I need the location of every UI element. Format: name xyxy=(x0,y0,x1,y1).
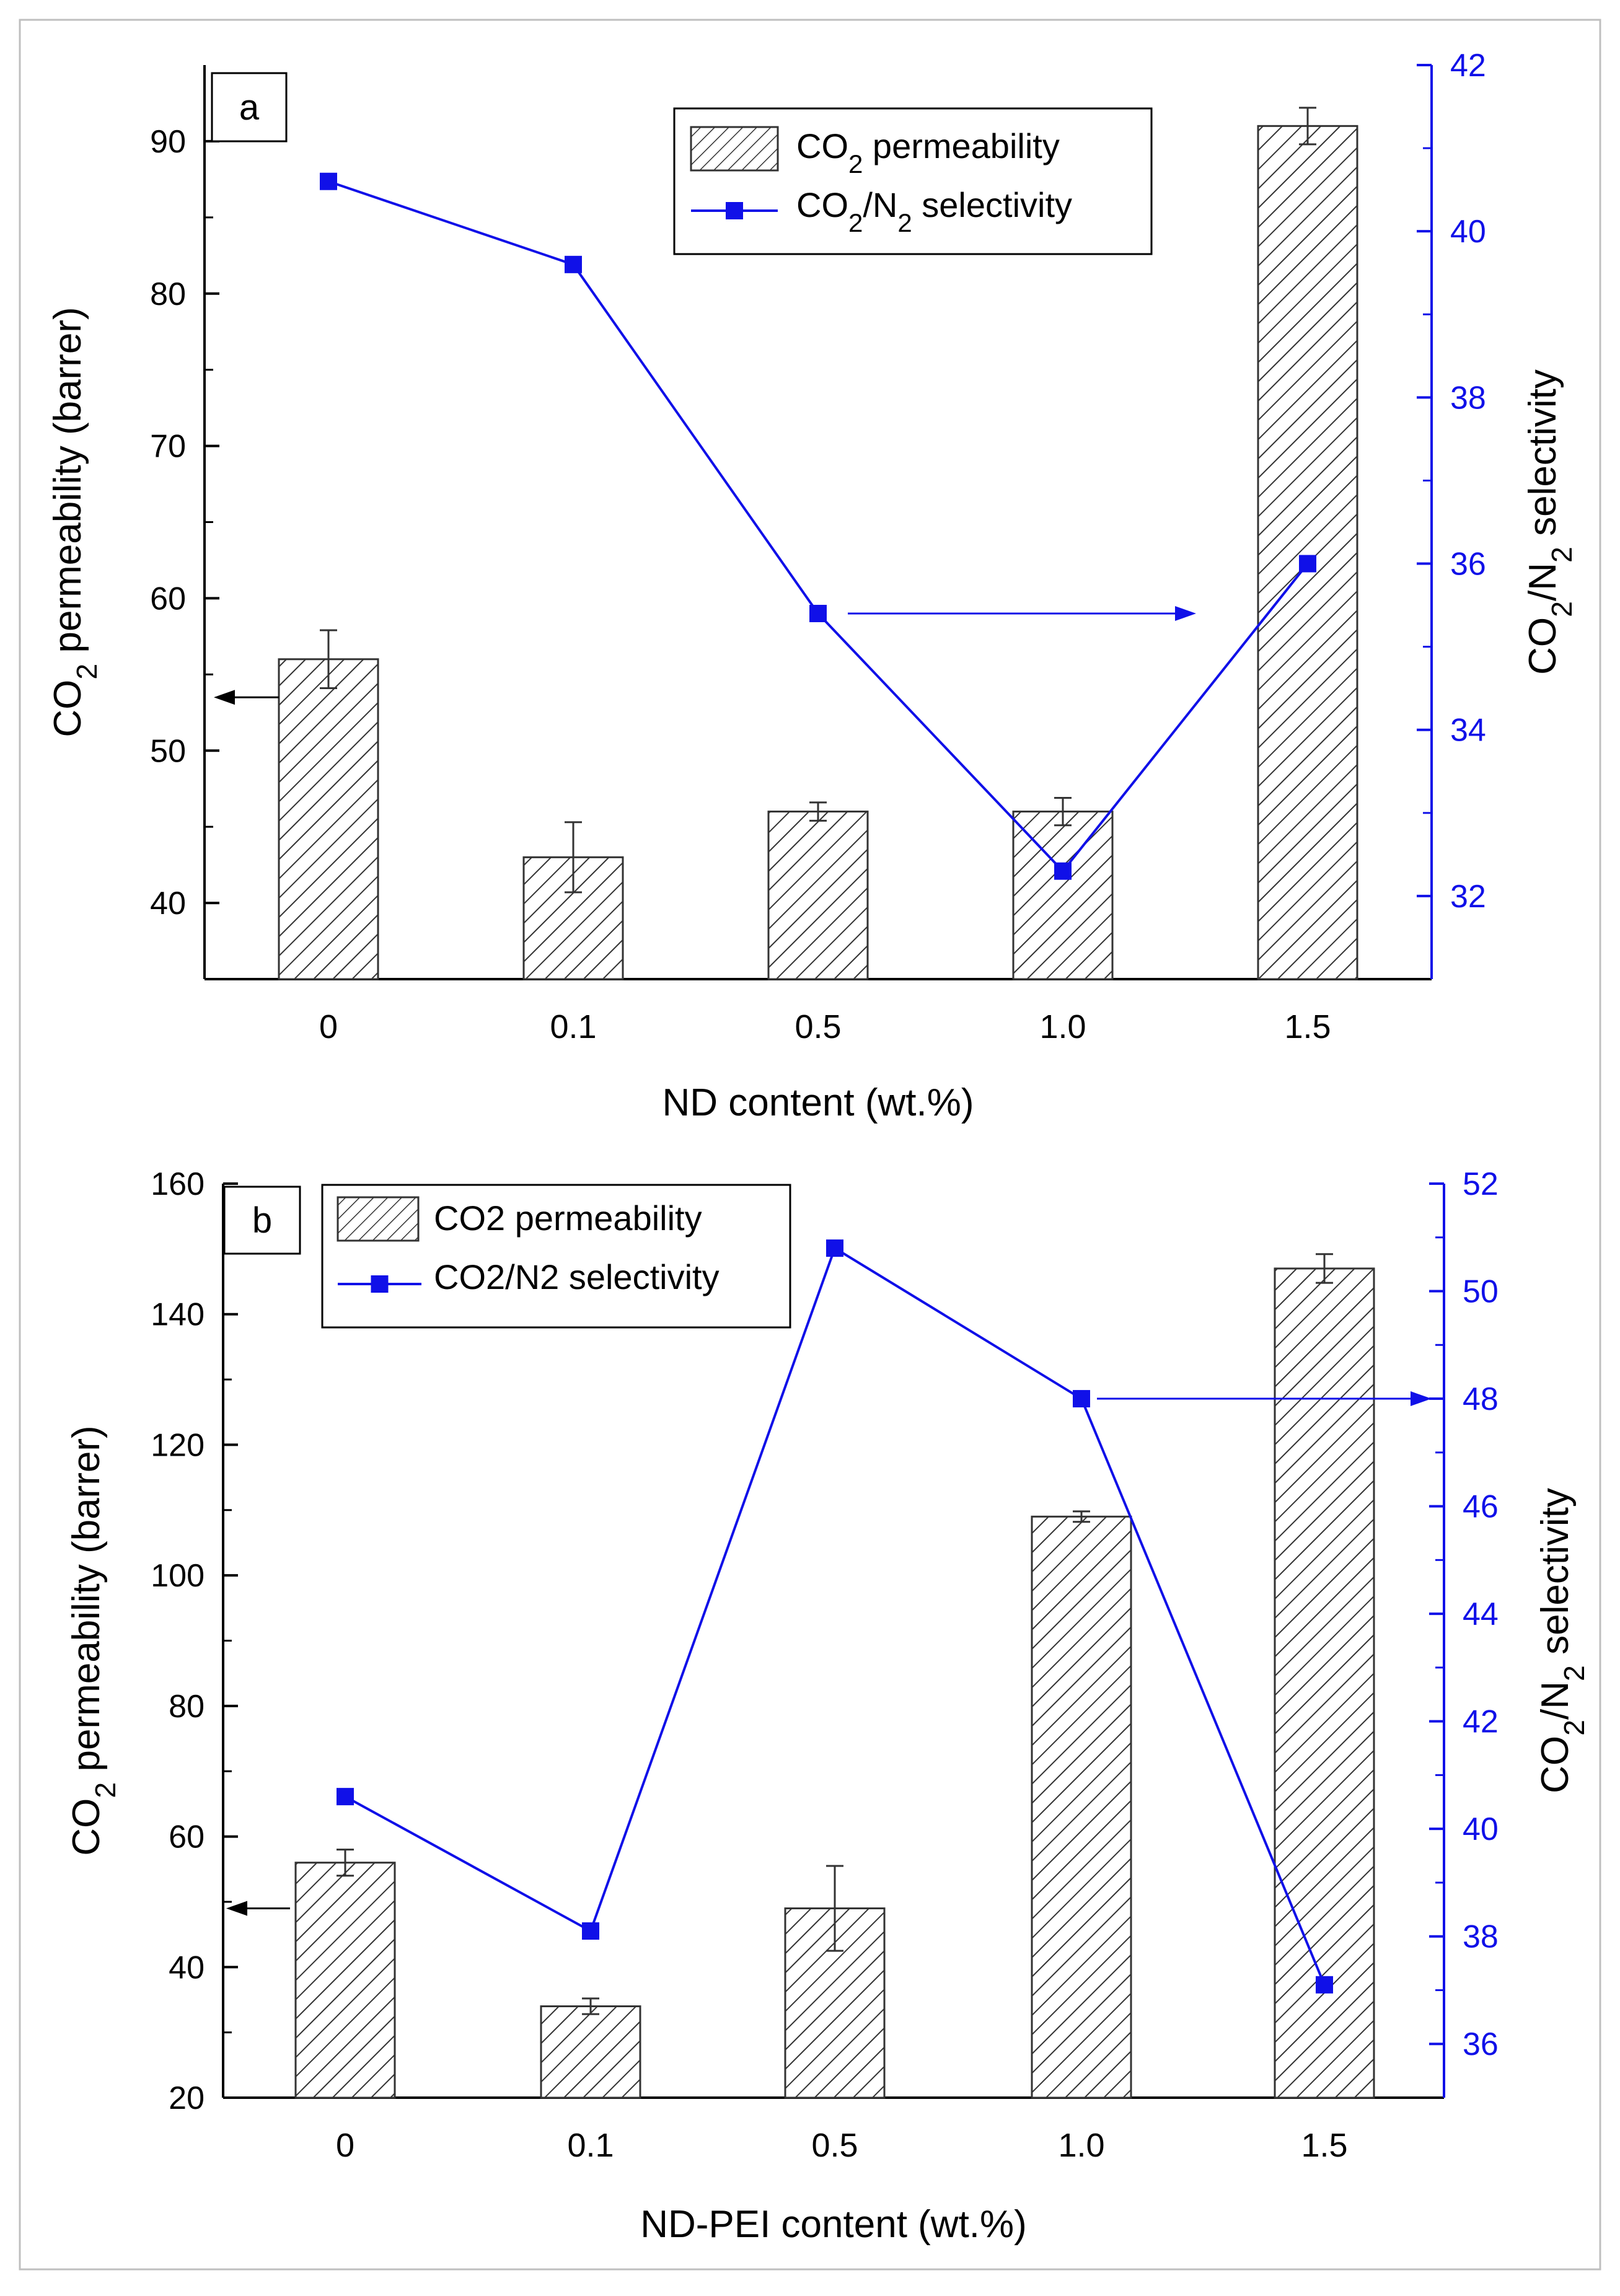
x-tick-label: 1.5 xyxy=(1301,2127,1347,2164)
panel-label: b xyxy=(252,1200,272,1241)
bar xyxy=(767,811,869,980)
selectivity-marker xyxy=(809,605,827,622)
legend-bar-label: CO2 permeability xyxy=(796,126,1060,178)
right-tick-label: 40 xyxy=(1450,214,1486,250)
left-tick-label: 40 xyxy=(150,886,186,921)
right-arrow-head xyxy=(1411,1391,1432,1407)
left-tick-label: 100 xyxy=(151,1558,205,1594)
legend-line-marker xyxy=(371,1275,389,1293)
selectivity-marker xyxy=(565,255,582,273)
legend-bar-swatch xyxy=(690,126,779,172)
left-arrow-head xyxy=(226,1901,247,1916)
legend-bar-swatch xyxy=(337,1196,420,1242)
left-tick-label: 60 xyxy=(169,1819,205,1855)
selectivity-marker xyxy=(826,1239,843,1257)
left-tick-label: 60 xyxy=(150,581,186,617)
right-tick-label: 36 xyxy=(1450,547,1486,583)
selectivity-marker xyxy=(337,1788,354,1806)
panel-a: 40 50 60 70 80 90 32 34 36 38 40 42 0 0.1 0.5 1.0 1.5 a CO… xyxy=(46,48,1578,1124)
right-arrow-head xyxy=(1175,606,1196,621)
right-tick-label: 42 xyxy=(1463,1704,1499,1740)
right-tick-label: 40 xyxy=(1463,1811,1499,1847)
right-tick-label: 50 xyxy=(1463,1274,1499,1310)
bar xyxy=(1031,1515,1132,2099)
legend-line-label: CO2/N2 selectivity xyxy=(434,1257,720,1296)
panel-label-box xyxy=(211,72,288,143)
left-axis-title: CO2 permeability (barrer) xyxy=(65,1425,121,1855)
x-axis-title: ND-PEI content (wt.%) xyxy=(640,2203,1027,2246)
right-tick-label: 32 xyxy=(1450,879,1486,915)
bar xyxy=(294,1862,396,2099)
x-tick-label: 0 xyxy=(336,2127,354,2164)
left-tick-label: 50 xyxy=(150,733,186,769)
x-tick-label: 1.0 xyxy=(1039,1008,1086,1045)
x-tick-label: 1.5 xyxy=(1284,1008,1331,1045)
x-tick-label: 0.5 xyxy=(811,2127,858,2164)
left-tick-label: 80 xyxy=(169,1689,205,1725)
left-tick-label: 80 xyxy=(150,276,186,312)
x-axis-title: ND content (wt.%) xyxy=(662,1081,974,1124)
selectivity-marker xyxy=(320,172,337,190)
bar xyxy=(278,658,379,980)
bar xyxy=(540,2005,641,2099)
panel-b: 20 40 60 80 100 120 140 160 36 38 40 42 44 46 48 50 52 0 0… xyxy=(65,1166,1590,2246)
x-tick-label: 0.1 xyxy=(567,2127,614,2164)
left-tick-label: 90 xyxy=(150,124,186,160)
panel-label: a xyxy=(239,87,260,128)
right-tick-label: 38 xyxy=(1450,380,1486,416)
selectivity-marker xyxy=(582,1922,599,1940)
x-tick-label: 0.5 xyxy=(795,1008,841,1045)
right-tick-label: 48 xyxy=(1463,1381,1499,1417)
bar xyxy=(1257,125,1358,980)
right-tick-label: 36 xyxy=(1463,2026,1499,2062)
left-tick-label: 40 xyxy=(169,1950,205,1986)
bar xyxy=(1012,811,1114,980)
bar xyxy=(1274,1267,1375,2099)
right-tick-label: 52 xyxy=(1463,1166,1499,1202)
right-axis-title: CO2/N2 selectivity xyxy=(1534,1488,1590,1793)
x-tick-label: 0 xyxy=(319,1008,338,1045)
left-tick-label: 70 xyxy=(150,429,186,465)
legend-line-label: CO2/N2 selectivity xyxy=(796,185,1072,237)
right-tick-label: 42 xyxy=(1450,48,1486,84)
left-tick-label: 120 xyxy=(151,1427,205,1463)
selectivity-marker xyxy=(1316,1976,1333,1994)
right-tick-label: 44 xyxy=(1463,1596,1499,1632)
left-tick-label: 20 xyxy=(169,2080,205,2116)
legend-bar-label: CO2 permeability xyxy=(434,1199,702,1238)
selectivity-marker xyxy=(1054,862,1072,880)
right-tick-label: 46 xyxy=(1463,1489,1499,1525)
x-tick-label: 0.1 xyxy=(550,1008,596,1045)
left-axis-title: CO2 permeability (barrer) xyxy=(46,307,103,737)
right-tick-label: 38 xyxy=(1463,1919,1499,1955)
right-tick-label: 34 xyxy=(1450,713,1486,749)
x-tick-label: 1.0 xyxy=(1058,2127,1104,2164)
panel-label-box xyxy=(223,1185,301,1255)
left-tick-label: 140 xyxy=(151,1297,205,1333)
selectivity-marker xyxy=(1073,1390,1090,1408)
left-tick-label: 160 xyxy=(151,1166,205,1202)
right-axis-title: CO2/N2 selectivity xyxy=(1521,369,1578,675)
legend-line-marker xyxy=(726,202,743,219)
left-arrow-head xyxy=(214,690,235,705)
selectivity-marker xyxy=(1299,555,1316,573)
